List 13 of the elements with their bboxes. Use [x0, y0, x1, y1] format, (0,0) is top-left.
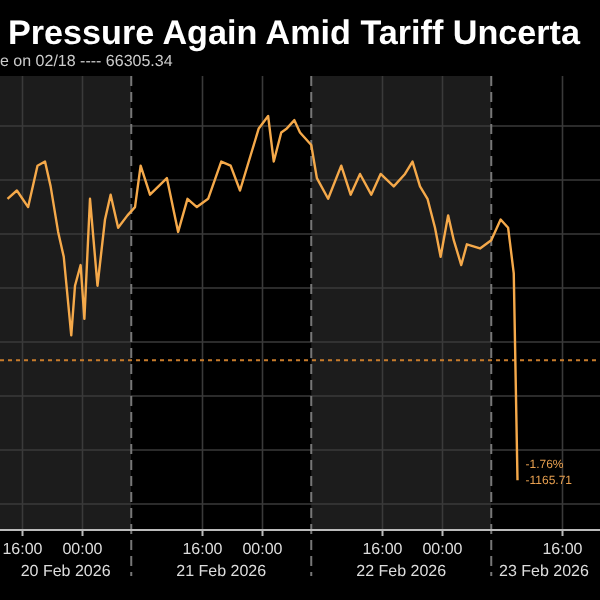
band-label: 22 Feb 2026: [356, 562, 448, 580]
chart-title: Pressure Again Amid Tariff Uncerta: [8, 14, 582, 52]
x-tick-label: 16:00: [2, 540, 44, 558]
band-label: 23 Feb 2026: [499, 562, 591, 580]
band-label: 20 Feb 2026: [20, 562, 112, 580]
x-tick-label: 16:00: [182, 540, 224, 558]
x-tick-label: 16:00: [362, 540, 404, 558]
x-tick-label: 16:00: [542, 540, 584, 558]
chart-subtitle: e on 02/18 ---- 66305.34: [0, 52, 174, 70]
band-label: 21 Feb 2026: [176, 562, 268, 580]
x-tick-label: 00:00: [62, 540, 104, 558]
x-tick-label: 00:00: [242, 540, 284, 558]
x-tick-label: 00:00: [422, 540, 464, 558]
